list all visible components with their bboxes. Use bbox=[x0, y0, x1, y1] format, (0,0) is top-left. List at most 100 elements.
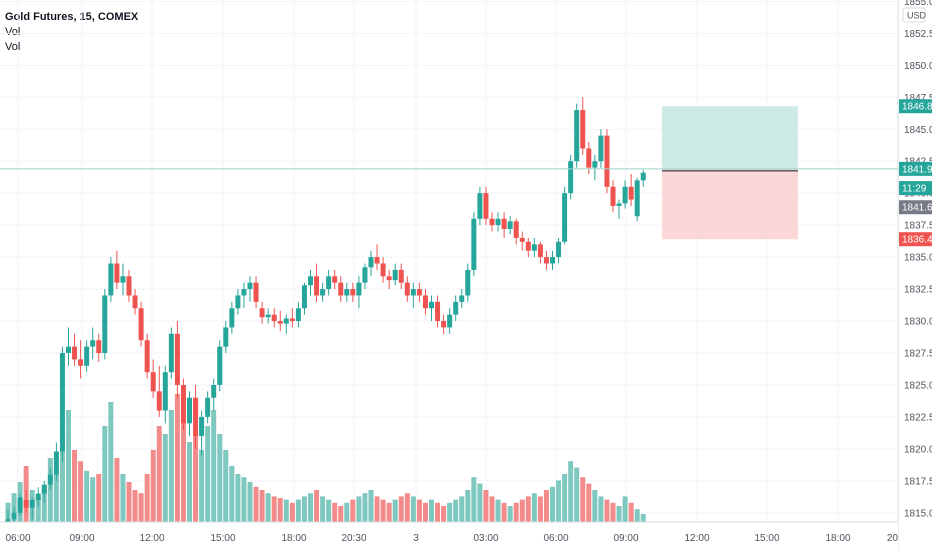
candle[interactable] bbox=[295, 301, 301, 328]
candle[interactable] bbox=[640, 170, 646, 187]
candle[interactable] bbox=[416, 282, 422, 302]
candle[interactable] bbox=[126, 269, 132, 302]
candle[interactable] bbox=[229, 301, 235, 334]
candle[interactable] bbox=[253, 276, 259, 309]
candle[interactable] bbox=[247, 276, 253, 302]
candle[interactable] bbox=[598, 129, 604, 168]
candle[interactable] bbox=[174, 321, 180, 398]
candle[interactable] bbox=[628, 174, 634, 206]
candle[interactable] bbox=[404, 276, 410, 302]
candle[interactable] bbox=[519, 231, 525, 251]
candle[interactable] bbox=[41, 480, 47, 503]
candle[interactable] bbox=[525, 237, 531, 258]
candle[interactable] bbox=[338, 276, 344, 302]
candle[interactable] bbox=[211, 378, 217, 411]
candle[interactable] bbox=[102, 289, 108, 360]
candle[interactable] bbox=[108, 257, 114, 302]
candle[interactable] bbox=[35, 487, 41, 507]
candle[interactable] bbox=[283, 314, 289, 334]
candle[interactable] bbox=[634, 177, 640, 222]
candle[interactable] bbox=[326, 269, 332, 296]
candle[interactable] bbox=[568, 154, 574, 200]
candle[interactable] bbox=[156, 365, 162, 417]
candle[interactable] bbox=[241, 282, 247, 309]
candle[interactable] bbox=[356, 276, 362, 309]
candle[interactable] bbox=[580, 97, 586, 155]
candle[interactable] bbox=[332, 269, 338, 290]
candle[interactable] bbox=[217, 340, 223, 392]
profit-zone[interactable] bbox=[662, 106, 798, 169]
candle[interactable] bbox=[550, 250, 555, 270]
candle[interactable] bbox=[59, 346, 65, 462]
volume-indicator-label[interactable]: Vol bbox=[5, 26, 21, 38]
candle[interactable] bbox=[429, 295, 434, 322]
candle[interactable] bbox=[562, 186, 568, 245]
candle[interactable] bbox=[144, 333, 150, 379]
candle[interactable] bbox=[489, 212, 495, 232]
candle[interactable] bbox=[495, 212, 501, 232]
currency-unit-box[interactable]: USD bbox=[902, 7, 927, 23]
candle[interactable] bbox=[47, 468, 53, 490]
candle[interactable] bbox=[120, 263, 126, 296]
candle[interactable] bbox=[90, 327, 96, 360]
candle[interactable] bbox=[132, 289, 138, 315]
long-position-tool[interactable] bbox=[662, 106, 798, 240]
candle[interactable] bbox=[465, 263, 471, 302]
price-axis[interactable]: 1855.01852.51850.01847.51845.01842.51840… bbox=[897, 0, 932, 550]
candle[interactable] bbox=[29, 497, 35, 520]
candle[interactable] bbox=[537, 241, 543, 264]
candle[interactable] bbox=[531, 237, 537, 258]
candle[interactable] bbox=[422, 289, 428, 315]
candle[interactable] bbox=[622, 180, 628, 209]
candle[interactable] bbox=[513, 218, 519, 245]
candle[interactable] bbox=[507, 216, 513, 235]
candle[interactable] bbox=[162, 365, 168, 424]
candle[interactable] bbox=[362, 263, 368, 290]
loss-zone[interactable] bbox=[662, 168, 798, 240]
candle[interactable] bbox=[289, 308, 295, 328]
candle[interactable] bbox=[78, 340, 84, 379]
candle[interactable] bbox=[193, 384, 199, 449]
candle[interactable] bbox=[199, 410, 205, 456]
candle[interactable] bbox=[150, 359, 156, 398]
candle[interactable] bbox=[301, 282, 307, 315]
candle[interactable] bbox=[392, 263, 398, 286]
candle[interactable] bbox=[66, 327, 71, 366]
candle[interactable] bbox=[453, 295, 459, 322]
symbol-title[interactable]: Gold Futures, 15, COMEX bbox=[5, 11, 139, 23]
candle[interactable] bbox=[271, 308, 277, 328]
candle[interactable] bbox=[471, 212, 477, 277]
candle[interactable] bbox=[574, 103, 580, 168]
candle[interactable] bbox=[344, 282, 350, 302]
candle[interactable] bbox=[441, 314, 447, 334]
candle[interactable] bbox=[223, 321, 229, 353]
candle[interactable] bbox=[17, 493, 23, 516]
candle[interactable] bbox=[350, 282, 356, 302]
candle[interactable] bbox=[205, 391, 211, 424]
candle[interactable] bbox=[308, 269, 313, 296]
candle[interactable] bbox=[320, 282, 326, 302]
candle[interactable] bbox=[447, 308, 453, 334]
candle[interactable] bbox=[187, 391, 192, 437]
candle[interactable] bbox=[483, 186, 489, 226]
candle[interactable] bbox=[501, 212, 507, 238]
candle[interactable] bbox=[386, 269, 392, 290]
candle[interactable] bbox=[616, 199, 622, 219]
candle[interactable] bbox=[380, 257, 386, 283]
candle[interactable] bbox=[72, 333, 78, 366]
candle[interactable] bbox=[610, 180, 616, 213]
candle[interactable] bbox=[410, 282, 416, 309]
candle[interactable] bbox=[314, 263, 320, 302]
candle[interactable] bbox=[543, 250, 549, 270]
candle[interactable] bbox=[265, 308, 271, 324]
candle[interactable] bbox=[259, 301, 265, 324]
candle[interactable] bbox=[96, 333, 102, 362]
candle[interactable] bbox=[53, 442, 59, 481]
volume-indicator-label-2[interactable]: Vol bbox=[5, 41, 21, 53]
candle[interactable] bbox=[168, 327, 174, 379]
candle[interactable] bbox=[368, 250, 374, 277]
candle[interactable] bbox=[398, 263, 404, 290]
candle[interactable] bbox=[23, 489, 29, 513]
candle[interactable] bbox=[435, 295, 441, 328]
